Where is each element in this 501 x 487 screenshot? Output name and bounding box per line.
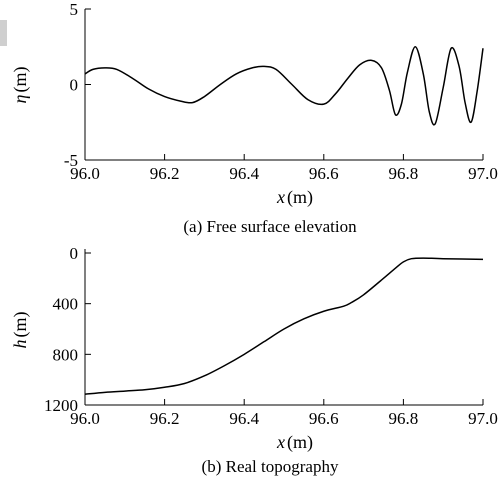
x-axis-unit: (m) [287, 187, 313, 208]
x-tick-label: 97.0 [468, 409, 498, 428]
x-tick-label: 96.4 [229, 409, 259, 428]
x-tick-label: 96.2 [150, 164, 180, 183]
y-tick-label: 1200 [44, 396, 78, 415]
panel-caption: (a) Free surface elevation [183, 217, 357, 236]
x-tick-label: 96.0 [70, 409, 100, 428]
x-tick-label: 96.8 [389, 409, 419, 428]
panel-caption: (b) Real topography [202, 457, 339, 476]
x-tick-label: 96.2 [150, 409, 180, 428]
x-tick-label: 96.8 [389, 164, 419, 183]
y-tick-label: 400 [53, 295, 79, 314]
panel-free-surface-elevation: 96.0 96.2 96.4 96.6 96.8 97.0 50-5 η(m) x (m) … [10, 0, 498, 236]
x-axis-title: x (m) [276, 187, 313, 208]
x-axis-variable: x [276, 432, 285, 452]
y-tick-label: 5 [70, 0, 79, 19]
y-axis-variable: η [10, 94, 30, 103]
x-axis-title: x (m) [276, 432, 313, 453]
series-line [84, 45, 484, 126]
y-tick-label: 0 [70, 244, 79, 263]
y-axis-title: h (m) [10, 312, 31, 349]
x-axis-variable: x [276, 187, 285, 207]
y-tick-label: -5 [64, 151, 78, 170]
y-axis-unit: (m) [10, 312, 31, 338]
panel-real-topography: 96.0 96.2 96.4 96.6 96.8 97.0 0 400 800 1200 h (m… [10, 244, 498, 476]
x-tick-label: 96.0 [70, 164, 100, 183]
x-tick-label: 96.6 [309, 164, 339, 183]
x-tick-label: 97.0 [468, 164, 498, 183]
y-axis-unit: (m) [10, 67, 31, 93]
corner-tab-decoration [0, 20, 7, 46]
y-tick-label: 800 [53, 345, 79, 364]
y-axis-variable: h [10, 340, 30, 349]
y-axis-title: η(m) [10, 67, 31, 104]
x-axis-unit: (m) [287, 432, 313, 453]
series-line [84, 257, 484, 395]
y-tick-label: 0 [70, 76, 79, 95]
x-tick-label: 96.6 [309, 409, 339, 428]
x-tick-label: 96.4 [229, 164, 259, 183]
